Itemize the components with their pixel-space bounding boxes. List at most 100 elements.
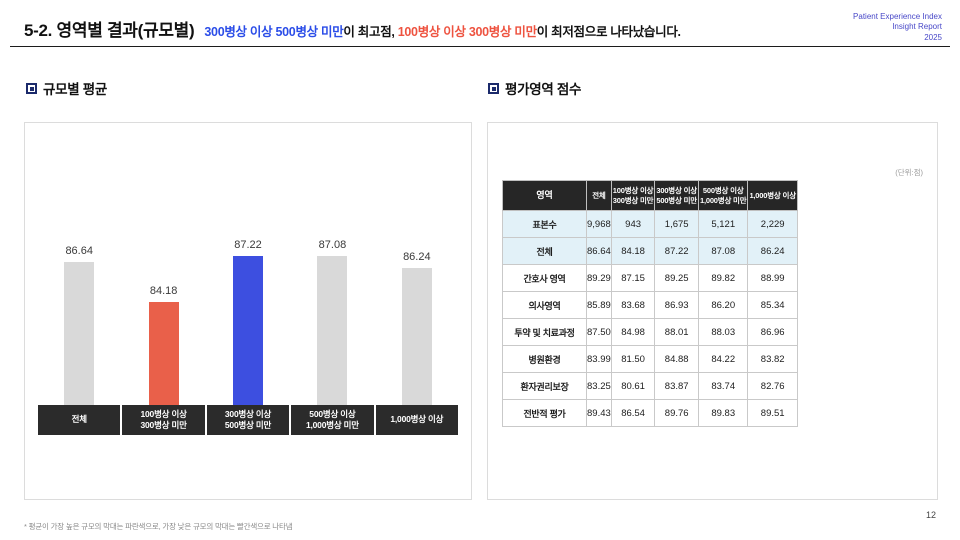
header-title-group: 5-2. 영역별 결과(규모별) 300병상 이상 500병상 미만이 최고점,… <box>24 10 681 41</box>
table-row: 의사영역 85.89 83.68 86.93 86.20 85.34 <box>502 291 798 319</box>
bar-chart-panel: 86.64 전체 84.18 100병상 이상 300병상 미만 87.22 300병상 … <box>24 122 472 500</box>
bar-column: 87.08 500병상 이상 1,000병상 미만 <box>291 239 374 435</box>
table-cell: 89.76 <box>654 399 699 427</box>
row-label: 병원환경 <box>502 345 587 373</box>
score-table-head: 영역 전체 100병상 이상 300병상 미만 300병상 이상 500병상 미만 50… <box>502 180 798 211</box>
column-header: 500병상 이상 1,000병상 미만 <box>697 180 749 211</box>
table-cell: 84.98 <box>610 318 656 346</box>
column-header: 100병상 이상 300병상 미만 <box>610 180 656 211</box>
table-row: 전반적 평가 89.43 86.54 89.76 89.83 89.51 <box>502 399 798 427</box>
score-table-body: 표본수 9,968 943 1,675 5,121 2,229 전체 86.64 84.18 87… <box>502 210 798 427</box>
bar-value-label: 87.08 <box>318 239 347 251</box>
row-label: 전반적 평가 <box>502 399 587 427</box>
bar <box>401 268 432 405</box>
bar <box>317 256 348 405</box>
bar-area: 86.24 <box>376 239 458 405</box>
table-cell: 83.99 <box>586 345 612 373</box>
section-bullet-icon <box>26 82 37 94</box>
table-cell: 80.61 <box>610 372 656 400</box>
page-header: 5-2. 영역별 결과(규모별) 300병상 이상 500병상 미만이 최고점,… <box>24 10 942 43</box>
table-cell: 84.88 <box>654 345 699 373</box>
table-row: 간호사 영역 89.29 87.15 89.25 89.82 88.99 <box>502 264 798 292</box>
report-brand: Patient Experience Index Insight Report … <box>853 10 942 43</box>
brand-line-3: 2025 <box>924 32 942 42</box>
score-table: 영역 전체 100병상 이상 300병상 미만 300병상 이상 500병상 미만 50… <box>502 180 798 427</box>
table-cell: 86.96 <box>747 318 798 346</box>
table-cell: 81.50 <box>610 345 656 373</box>
table-cell: 83.82 <box>747 345 798 373</box>
table-cell: 89.82 <box>697 264 749 292</box>
table-cell: 83.74 <box>697 372 749 400</box>
header-divider <box>10 46 950 47</box>
bar-area: 87.22 <box>207 239 289 405</box>
table-cell: 86.24 <box>747 237 798 265</box>
subtitle-text-tail: 이 최저점으로 나타났습니다. <box>536 25 681 39</box>
left-section-title: 규모별 평균 <box>26 78 107 98</box>
table-row: 전체 86.64 84.18 87.22 87.08 86.24 <box>502 237 798 265</box>
table-cell: 89.51 <box>747 399 798 427</box>
table-cell: 1,675 <box>654 210 699 238</box>
column-header: 전체 <box>586 180 612 211</box>
bar <box>233 256 264 405</box>
table-cell: 87.50 <box>586 318 612 346</box>
table-cell: 88.03 <box>697 318 749 346</box>
row-label: 표본수 <box>502 210 587 238</box>
page-title: 5-2. 영역별 결과(규모별) <box>24 21 195 40</box>
table-cell: 87.15 <box>610 264 656 292</box>
left-section-title-text: 규모별 평균 <box>43 82 108 97</box>
row-label: 간호사 영역 <box>502 264 587 292</box>
column-header: 300병상 이상 500병상 미만 <box>654 180 699 211</box>
table-cell: 85.89 <box>586 291 612 319</box>
table-cell: 88.01 <box>654 318 699 346</box>
bar-area: 84.18 <box>122 239 204 405</box>
footnote: * 평균이 가장 높은 규모의 막대는 파란색으로, 가장 낮은 규모의 막대는… <box>24 522 293 531</box>
table-cell: 89.43 <box>586 399 612 427</box>
table-cell: 89.83 <box>697 399 749 427</box>
brand-line-2: Insight Report <box>892 22 942 32</box>
table-cell: 89.25 <box>654 264 699 292</box>
subtitle-text-mid: 이 최고점, <box>343 25 398 39</box>
row-label: 투약 및 치료과정 <box>502 318 587 346</box>
table-row: 투약 및 치료과정 87.50 84.98 88.01 88.03 86.96 <box>502 318 798 346</box>
table-row: 표본수 9,968 943 1,675 5,121 2,229 <box>502 210 798 238</box>
bar-category-label: 500병상 이상 1,000병상 미만 <box>291 405 374 435</box>
bar-column: 87.22 300병상 이상 500병상 미만 <box>206 239 290 435</box>
table-cell: 89.29 <box>586 264 612 292</box>
subtitle-highlight-blue: 300병상 이상 500병상 미만 <box>204 25 344 39</box>
subtitle-highlight-red: 100병상 이상 300병상 미만 <box>397 25 537 39</box>
table-cell: 83.25 <box>586 372 612 400</box>
unit-note: (단위:점) <box>895 168 923 177</box>
row-label: 환자권리보장 <box>502 372 587 400</box>
section-bullet-icon <box>488 82 499 94</box>
table-row: 환자권리보장 83.25 80.61 83.87 83.74 82.76 <box>502 372 798 400</box>
bar-category-label: 100병상 이상 300병상 미만 <box>122 405 205 435</box>
row-label: 의사영역 <box>502 291 587 319</box>
table-row: 병원환경 83.99 81.50 84.88 84.22 83.82 <box>502 345 798 373</box>
table-cell: 85.34 <box>747 291 798 319</box>
bar-area: 86.64 <box>38 239 120 405</box>
bar-value-label: 84.18 <box>149 285 178 297</box>
table-cell: 87.08 <box>697 237 749 265</box>
bar-value-label: 86.64 <box>65 245 93 257</box>
column-header: 영역 <box>502 180 587 211</box>
right-section-title-text: 평가영역 점수 <box>505 82 582 97</box>
table-cell: 943 <box>610 210 656 238</box>
table-cell: 86.93 <box>654 291 699 319</box>
bar-category-label: 1,000병상 이상 <box>375 405 459 435</box>
header-row: 영역 전체 100병상 이상 300병상 미만 300병상 이상 500병상 미만 50… <box>502 180 798 211</box>
bar-column: 86.64 전체 <box>38 239 121 435</box>
bar <box>64 262 95 405</box>
table-cell: 5,121 <box>697 210 749 238</box>
bar-category-label: 300병상 이상 500병상 미만 <box>206 405 290 435</box>
bar-category-label: 전체 <box>38 405 121 435</box>
right-section-title: 평가영역 점수 <box>488 78 581 98</box>
row-label: 전체 <box>502 237 587 265</box>
score-table-panel: (단위:점) 영역 전체 100병상 이상 300병상 미만 300병상 이상 500… <box>487 122 938 500</box>
table-cell: 86.20 <box>697 291 749 319</box>
column-header: 1,000병상 이상 <box>747 180 798 211</box>
table-cell: 88.99 <box>747 264 798 292</box>
page-subtitle: 300병상 이상 500병상 미만이 최고점, 100병상 이상 300병상 미… <box>204 21 681 40</box>
bar-value-label: 86.24 <box>403 251 431 263</box>
table-cell: 9,968 <box>586 210 612 238</box>
table-cell: 87.22 <box>654 237 699 265</box>
